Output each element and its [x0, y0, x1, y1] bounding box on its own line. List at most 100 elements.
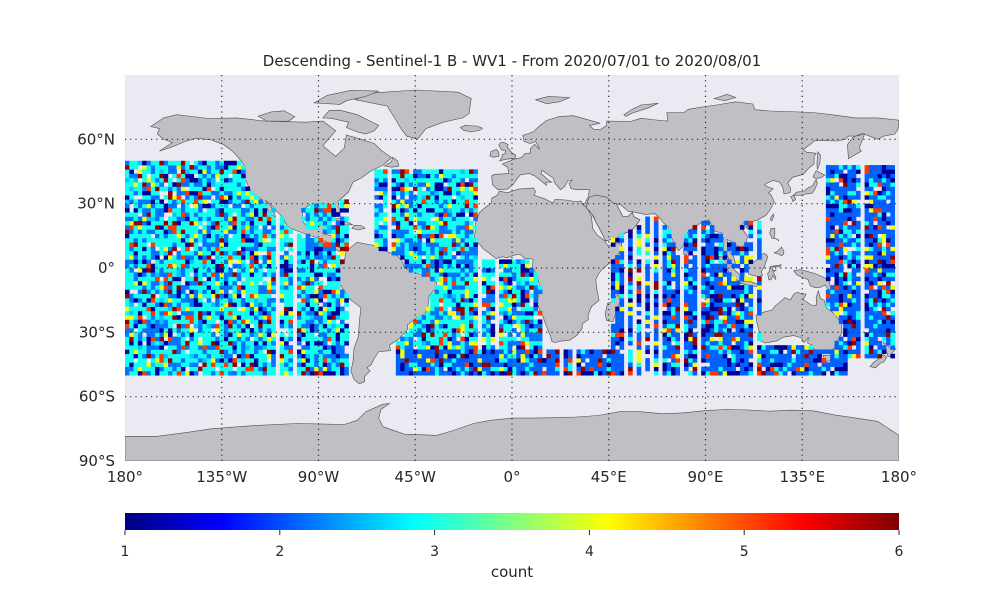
data-cell — [473, 246, 478, 252]
data-cell — [847, 165, 852, 170]
data-cell — [469, 298, 474, 303]
data-cell — [159, 358, 164, 363]
data-cell — [546, 353, 551, 359]
data-cell — [718, 289, 723, 295]
data-cell — [666, 289, 672, 295]
data-cell — [318, 285, 324, 290]
data-cell — [890, 263, 895, 269]
data-cell — [735, 358, 741, 363]
data-cell — [692, 293, 698, 299]
data-cell — [838, 268, 844, 273]
data-cell — [168, 366, 173, 372]
data-cell — [838, 246, 844, 252]
data-cell — [426, 186, 431, 192]
data-cell — [610, 362, 616, 367]
data-cell — [593, 370, 599, 376]
data-cell — [297, 358, 302, 363]
data-cell — [180, 293, 186, 299]
data-cell — [284, 229, 289, 234]
data-cell — [395, 237, 401, 243]
data-cell — [494, 362, 500, 367]
data-cell — [705, 353, 711, 359]
data-cell — [537, 336, 543, 342]
data-cell — [576, 358, 582, 363]
data-cell — [851, 229, 857, 234]
data-cell — [413, 195, 418, 200]
data-cell — [168, 255, 173, 260]
data-cell — [546, 370, 551, 376]
data-cell — [881, 186, 887, 192]
data-cell — [172, 233, 177, 239]
data-cell — [886, 182, 891, 187]
data-cell — [168, 340, 173, 346]
data-cell — [856, 323, 861, 329]
data-cell — [189, 177, 195, 183]
data-cell — [451, 229, 457, 234]
data-cell — [744, 298, 749, 303]
data-cell — [705, 233, 711, 239]
data-cell — [830, 207, 835, 213]
data-cell — [533, 332, 539, 337]
data-cell — [550, 370, 556, 376]
data-cell — [266, 229, 272, 234]
data-cell — [245, 315, 250, 320]
data-cell — [460, 328, 465, 333]
data-cell — [254, 298, 259, 303]
data-cell — [847, 199, 852, 204]
data-cell — [344, 362, 349, 367]
data-cell — [163, 276, 169, 282]
data-cell — [722, 255, 728, 260]
data-cell — [464, 268, 470, 273]
data-cell — [206, 182, 212, 187]
data-cell — [529, 268, 534, 273]
data-cell — [847, 302, 852, 307]
data-cell — [739, 370, 745, 376]
data-cell — [146, 310, 152, 316]
data-cell — [675, 362, 680, 367]
data-cell — [464, 173, 470, 179]
data-cell — [426, 349, 431, 355]
data-cell — [245, 289, 250, 295]
data-cell — [438, 237, 444, 243]
data-cell — [241, 328, 246, 333]
data-cell — [241, 169, 246, 174]
data-cell — [705, 280, 711, 286]
data-cell — [692, 289, 698, 295]
data-cell — [133, 349, 139, 355]
land-masses — [125, 89, 899, 461]
data-cell — [344, 203, 349, 209]
data-cell — [456, 353, 461, 359]
data-cell — [202, 263, 207, 269]
data-cell — [499, 310, 504, 316]
data-cell — [881, 302, 887, 307]
data-cell — [451, 293, 457, 299]
data-cell — [546, 358, 551, 363]
data-cell — [602, 362, 607, 367]
data-cell — [469, 328, 474, 333]
data-cell — [610, 242, 616, 247]
data-cell — [404, 169, 410, 174]
data-cell — [731, 370, 736, 376]
data-cell — [886, 203, 891, 209]
data-cell — [856, 340, 861, 346]
data-cell — [327, 362, 332, 367]
data-cell — [189, 216, 195, 222]
data-cell — [185, 332, 190, 337]
data-cell — [417, 263, 422, 269]
data-cell — [851, 242, 857, 247]
data-cell — [322, 328, 328, 333]
data-cell — [430, 182, 435, 187]
data-cell — [413, 332, 418, 337]
data-cell — [684, 358, 689, 363]
data-cell — [619, 280, 625, 286]
data-cell — [426, 345, 431, 350]
data-cell — [125, 293, 130, 299]
data-cell — [378, 237, 384, 243]
data-cell — [709, 263, 715, 269]
data-cell — [142, 285, 147, 290]
data-cell — [469, 285, 474, 290]
data-cell — [327, 280, 332, 286]
data-cell — [331, 242, 336, 247]
data-cell — [180, 336, 186, 342]
data-cell — [430, 229, 435, 234]
